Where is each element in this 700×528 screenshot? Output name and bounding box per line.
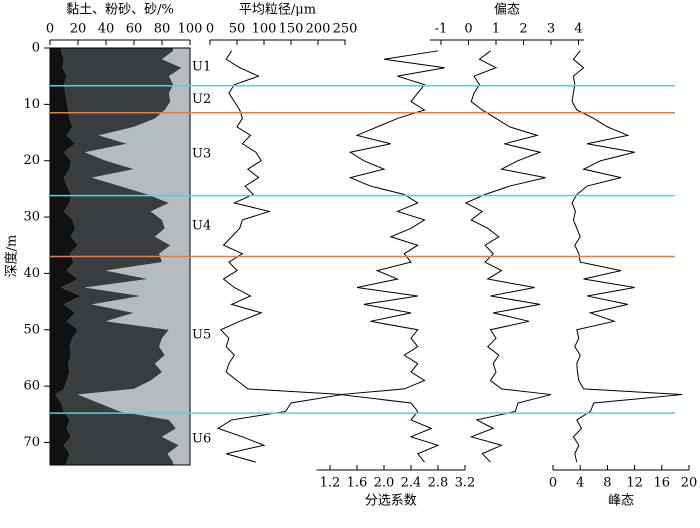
profile-line bbox=[340, 50, 445, 463]
x-axis-title: 平均粒径/μm bbox=[239, 3, 316, 18]
x-tick-label: 4 bbox=[574, 22, 582, 37]
profile-line bbox=[216, 50, 343, 463]
x-tick-label: 8 bbox=[603, 476, 611, 491]
x-tick-label: 20 bbox=[681, 476, 698, 491]
unit-label: U5 bbox=[192, 327, 211, 342]
x-tick-label: -1 bbox=[435, 22, 448, 37]
x-tick-label: 80 bbox=[154, 22, 171, 37]
x-tick-label: 2 bbox=[519, 22, 527, 37]
y-tick-label: 20 bbox=[23, 153, 40, 168]
area-layer bbox=[78, 48, 190, 465]
x-tick-label: 0 bbox=[46, 22, 54, 37]
unit-label: U3 bbox=[192, 147, 211, 162]
x-tick-label: 60 bbox=[126, 22, 143, 37]
x-tick-label: 50 bbox=[229, 22, 246, 37]
x-tick-label: 0 bbox=[464, 22, 472, 37]
y-tick-label: 0 bbox=[32, 41, 40, 56]
x-tick-label: 20 bbox=[70, 22, 87, 37]
x-tick-label: 100 bbox=[178, 22, 203, 37]
y-tick-label: 70 bbox=[23, 435, 40, 450]
x-tick-label: 100 bbox=[252, 22, 277, 37]
x-tick-label: 0 bbox=[206, 22, 214, 37]
unit-label: U6 bbox=[192, 432, 211, 447]
x-axis-title: 峰态 bbox=[608, 494, 634, 509]
x-tick-label: 1 bbox=[492, 22, 500, 37]
x-tick-label: 16 bbox=[654, 476, 671, 491]
unit-label: U2 bbox=[192, 92, 211, 107]
y-tick-label: 60 bbox=[23, 379, 40, 394]
y-tick-label: 10 bbox=[23, 97, 40, 112]
y-tick-label: 50 bbox=[23, 322, 40, 337]
x-tick-label: 150 bbox=[279, 22, 304, 37]
x-tick-label: 0 bbox=[549, 476, 557, 491]
unit-label: U4 bbox=[192, 219, 211, 234]
x-tick-label: 12 bbox=[626, 476, 643, 491]
y-tick-label: 30 bbox=[23, 210, 40, 225]
x-tick-label: 40 bbox=[98, 22, 115, 37]
x-tick-label: 4 bbox=[576, 476, 584, 491]
x-axis-title: 分选系数 bbox=[365, 494, 417, 509]
y-axis-label: 深度/m bbox=[4, 235, 20, 278]
x-tick-label: 3.2 bbox=[455, 476, 476, 491]
x-tick-label: 1.2 bbox=[320, 476, 341, 491]
profile-line bbox=[571, 50, 683, 463]
x-tick-label: 2.8 bbox=[428, 476, 449, 491]
x-axis-title: 黏土、粉砂、砂/% bbox=[66, 2, 174, 18]
y-tick-label: 40 bbox=[23, 266, 40, 281]
x-tick-label: 200 bbox=[306, 22, 331, 37]
profile-line bbox=[464, 50, 552, 463]
unit-label: U1 bbox=[192, 59, 211, 74]
x-tick-label: 1.6 bbox=[347, 476, 368, 491]
x-axis-title: 偏态 bbox=[494, 3, 520, 18]
x-tick-label: 3 bbox=[547, 22, 555, 37]
x-tick-label: 250 bbox=[333, 22, 358, 37]
x-tick-label: 2.0 bbox=[374, 476, 395, 491]
x-tick-label: 2.4 bbox=[401, 476, 422, 491]
